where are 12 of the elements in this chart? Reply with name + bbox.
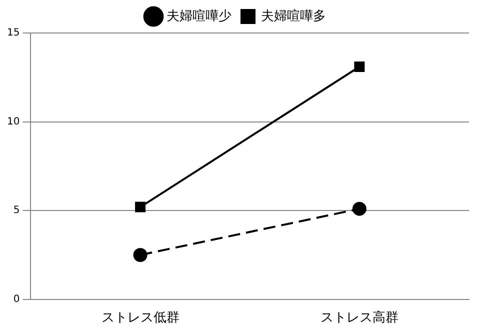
x-tick-label: ストレス低群	[101, 310, 180, 326]
point	[133, 248, 148, 262]
y-tick-label: 0	[13, 294, 20, 305]
point	[352, 202, 366, 216]
point	[135, 202, 146, 212]
legend-label: 夫婦喧嘩多	[261, 8, 326, 24]
legend-label: 夫婦喧嘩少	[166, 8, 232, 24]
point	[354, 62, 365, 72]
y-tick-label: 15	[6, 28, 20, 39]
x-tick-label: ストレス高群	[320, 310, 398, 326]
y-tick-label: 5	[13, 205, 20, 216]
y-tick-label: 10	[6, 116, 20, 128]
